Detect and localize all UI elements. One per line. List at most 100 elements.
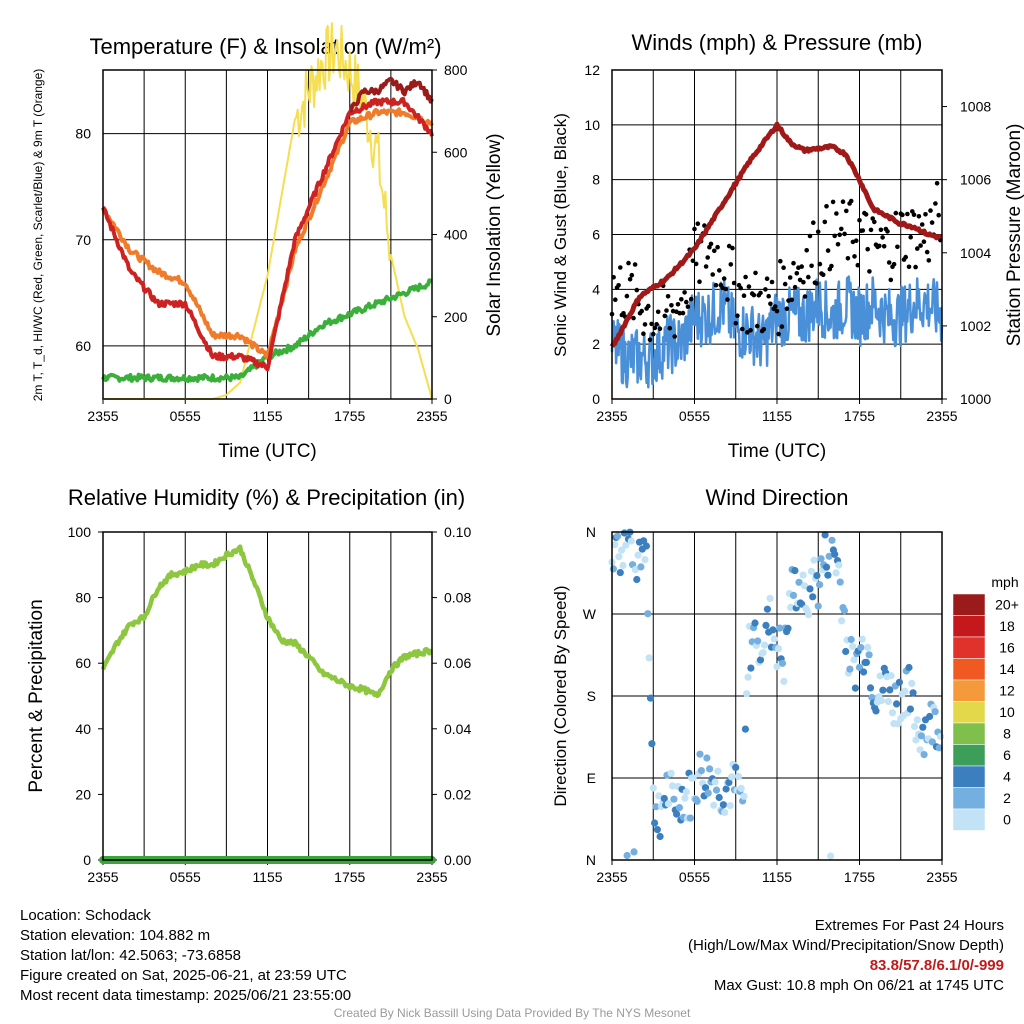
gust-point: [639, 308, 644, 314]
direction-point: [926, 712, 934, 721]
direction-point: [842, 647, 850, 656]
gust-point: [688, 296, 694, 302]
direction-point: [810, 556, 818, 564]
y-tick-label: 0: [83, 852, 91, 868]
gust-point: [877, 243, 882, 249]
direction-point: [876, 672, 884, 680]
direction-point: [840, 607, 849, 615]
gust-point: [804, 248, 809, 253]
gust-point: [863, 212, 869, 217]
gust-point: [834, 211, 839, 216]
direction-point: [864, 643, 872, 652]
gust-point: [880, 235, 885, 240]
direction-point: [909, 689, 917, 697]
direction-point: [670, 795, 678, 803]
gust-point: [905, 211, 910, 217]
plot-frame: [102, 69, 433, 400]
gust-point: [773, 304, 778, 309]
legend-swatch: [952, 765, 986, 788]
x-axis-label: Time (UTC): [728, 441, 827, 462]
gust-point: [717, 268, 722, 273]
direction-point: [747, 664, 755, 672]
y2-tick-label: 600: [444, 144, 468, 160]
gust-point: [624, 293, 630, 299]
x-tick-label: 1755: [334, 869, 365, 885]
direction-point: [916, 746, 924, 754]
direction-point: [754, 637, 762, 645]
direction-point: [908, 679, 916, 688]
direction-point: [862, 658, 871, 667]
y-tick-label: E: [587, 770, 596, 786]
direction-point: [637, 563, 645, 571]
direction-point: [762, 621, 770, 630]
y-tick-label: 70: [75, 232, 91, 248]
gust-point: [768, 301, 773, 307]
gust-point: [814, 281, 819, 286]
direction-point: [795, 578, 803, 586]
legend-label: 8: [1003, 726, 1011, 742]
gust-point: [774, 308, 780, 314]
gust-point: [895, 244, 900, 250]
gust-point: [933, 201, 938, 206]
legend-label: 18: [999, 618, 1015, 634]
direction-point: [855, 663, 864, 672]
direction-point: [847, 635, 855, 644]
direction-point: [877, 697, 886, 705]
gust-point: [820, 272, 826, 278]
plot-frame: [102, 531, 433, 861]
y-tick-label: 80: [75, 590, 91, 606]
gust-point: [911, 212, 917, 217]
extremes-subtitle: (High/Low/Max Wind/Precipitation/Snow De…: [688, 937, 1004, 954]
direction-point: [928, 738, 937, 746]
legend-label: 0: [1003, 812, 1011, 828]
gust-point: [867, 269, 872, 274]
gust-point: [677, 310, 682, 316]
gust-point: [712, 248, 717, 254]
x-tick-label: 2355: [926, 869, 957, 885]
y2-tick-label: 0.02: [444, 786, 471, 802]
gust-point: [730, 245, 735, 251]
gust-point: [842, 231, 847, 237]
direction-point: [706, 765, 714, 773]
direction-point: [667, 769, 675, 777]
gust-point: [916, 214, 922, 219]
gust-point: [705, 255, 710, 260]
direction-point: [858, 635, 866, 643]
direction-point: [769, 626, 777, 634]
direction-point: [646, 694, 655, 702]
y2-tick-label: 0.04: [444, 721, 471, 737]
direction-point: [619, 561, 627, 570]
panel-2: 2355 0555 1155 1755 2355 Time (UTC) Winds (mph…: [551, 30, 1024, 462]
gust-point: [738, 285, 743, 291]
gust-point: [715, 244, 720, 250]
x-tick-label: 0555: [170, 408, 201, 424]
y2-tick-label: 0.10: [444, 524, 471, 540]
direction-point: [722, 785, 730, 793]
panel-1: 2355 0555 1155 1755 2355 Time (UTC) Temperatur…: [31, 22, 505, 462]
direction-point: [726, 802, 734, 810]
direction-point: [905, 663, 913, 672]
series-hiwc: [349, 76, 434, 113]
gust-point: [726, 243, 732, 249]
y-tick-label: 40: [75, 721, 91, 737]
gust-point: [809, 263, 814, 269]
direction-point: [634, 551, 642, 559]
gust-point: [743, 274, 748, 280]
gust-point: [684, 299, 689, 305]
direction-point: [778, 659, 787, 667]
chart-title: Relative Humidity (%) & Precipitation (i…: [68, 485, 465, 510]
gust-point: [822, 219, 828, 225]
direction-point: [824, 571, 832, 579]
direction-point: [931, 708, 939, 716]
gust-point: [728, 262, 734, 267]
direction-point: [728, 773, 736, 781]
gust-point: [832, 233, 837, 239]
direction-point: [787, 603, 795, 612]
series-rh: [100, 544, 433, 699]
y-tick-label: 2: [592, 336, 600, 352]
gust-point: [886, 260, 892, 265]
direction-point: [901, 687, 909, 695]
plot-frame: [611, 531, 943, 861]
direction-point: [751, 619, 759, 627]
direction-point: [737, 784, 745, 793]
